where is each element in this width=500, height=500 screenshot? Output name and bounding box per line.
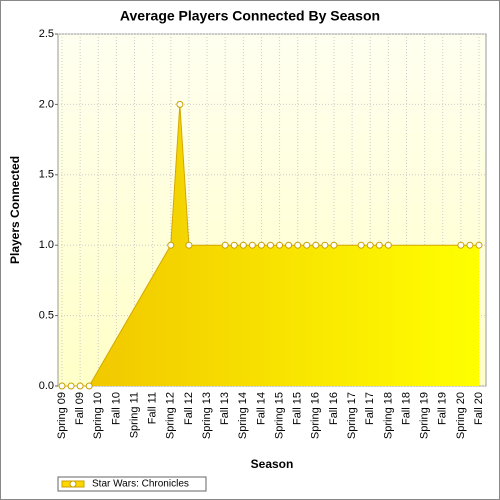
x-tick-label: Fall 20 (473, 392, 485, 425)
y-tick-label: 2.5 (39, 28, 54, 40)
data-point (85, 382, 93, 390)
x-tick-label: Spring 12 (165, 392, 177, 439)
x-tick-label: Spring 19 (419, 392, 431, 439)
data-point (76, 382, 84, 390)
x-tick-label: Spring 13 (201, 392, 213, 439)
data-point (457, 241, 465, 249)
x-tick-label: Spring 17 (346, 392, 358, 439)
x-tick-label: Spring 16 (310, 392, 322, 439)
data-point (294, 241, 302, 249)
x-tick-label: Fall 16 (328, 392, 340, 425)
data-point (321, 241, 329, 249)
x-tick-label: Spring 11 (128, 392, 140, 438)
data-point (285, 241, 293, 249)
legend (57, 476, 207, 492)
y-tick-label: 1.0 (39, 239, 54, 251)
data-point (276, 241, 284, 249)
x-tick-label: Fall 18 (400, 392, 412, 425)
x-tick-label: Fall 19 (437, 392, 449, 425)
data-point (176, 100, 184, 108)
x-tick-label: Fall 11 (147, 392, 159, 424)
x-tick-label: Fall 17 (364, 392, 376, 425)
x-axis-title: Season (251, 457, 294, 471)
data-point (239, 241, 247, 249)
chart-title: Average Players Connected By Season (120, 8, 380, 24)
x-tick-label: Spring 20 (455, 392, 467, 439)
data-point (303, 241, 311, 249)
data-point (366, 241, 374, 249)
y-tick-label: 0.5 (39, 310, 54, 322)
data-point (466, 241, 474, 249)
data-point (330, 241, 338, 249)
y-axis-title: Players Connected (8, 156, 22, 264)
data-point (357, 241, 365, 249)
data-point (67, 382, 75, 390)
y-tick-label: 2.0 (39, 98, 54, 110)
data-point (267, 241, 274, 249)
data-point (384, 241, 392, 249)
data-point (248, 241, 256, 249)
x-tick-label: Fall 12 (183, 392, 195, 425)
x-tick-label: Fall 13 (219, 392, 231, 425)
data-point (185, 241, 193, 249)
x-tick-label: Spring 10 (92, 392, 104, 439)
y-tick-label: 1.5 (39, 169, 54, 181)
data-point (312, 241, 320, 249)
data-point (167, 241, 175, 249)
x-tick-label: Fall 14 (255, 392, 267, 425)
data-point (375, 241, 383, 249)
x-tick-label: Spring 18 (382, 392, 394, 439)
y-tick-label: 0.0 (39, 380, 54, 392)
x-tick-label: Spring 09 (56, 392, 68, 439)
x-tick-label: Fall 15 (292, 392, 304, 425)
data-point (475, 241, 483, 249)
data-point (58, 382, 66, 390)
x-tick-label: Fall 10 (110, 392, 122, 425)
legend-marker (69, 480, 77, 488)
x-tick-label: Fall 09 (74, 392, 86, 425)
data-point (221, 241, 229, 249)
x-tick-label: Spring 15 (273, 392, 285, 439)
x-tick-label: Spring 14 (237, 392, 249, 439)
data-point (230, 241, 238, 249)
data-point (257, 241, 265, 249)
legend-label: Star Wars: Chronicles (92, 479, 189, 490)
